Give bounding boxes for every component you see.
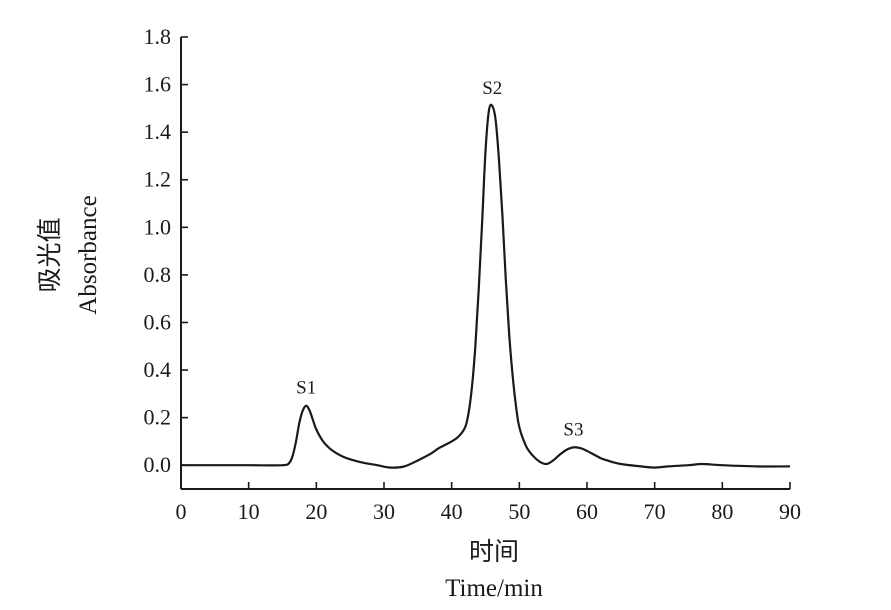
y-tick-label: 1.4: [144, 119, 172, 144]
tick-marks: [180, 36, 791, 489]
absorbance-curve: [180, 103, 791, 469]
peak-label-s3: S3: [563, 419, 583, 440]
y-tick-label: 0.6: [144, 309, 172, 334]
y-tick-label: 0.4: [144, 357, 172, 382]
y-tick-label: 1.8: [144, 24, 172, 49]
x-tick-label: 30: [373, 499, 395, 524]
x-axis-title-zh: 时间: [469, 538, 519, 566]
y-tick-label: 1.6: [144, 72, 172, 97]
peak-label-s2: S2: [482, 78, 502, 99]
y-axis-title-zh: 吸光值: [36, 217, 64, 292]
x-tick-label: 40: [441, 499, 463, 524]
y-tick-label: 1.0: [144, 214, 172, 239]
y-tick-label: 0.0: [144, 452, 172, 477]
x-tick-label: 70: [644, 499, 666, 524]
y-tick-label: 0.2: [144, 405, 172, 430]
y-axis-title-en: Absorbance: [75, 195, 102, 314]
y-tick-label: 1.2: [144, 167, 172, 192]
x-tick-label: 10: [238, 499, 260, 524]
peak-labels: S1 S2 S3: [296, 78, 583, 440]
peak-label-s1: S1: [296, 378, 316, 399]
x-tick-label: 90: [779, 499, 801, 524]
x-tick-label: 0: [176, 499, 187, 524]
x-tick-label: 20: [305, 499, 327, 524]
axes: [180, 37, 790, 490]
y-tick-label: 0.8: [144, 262, 172, 287]
tick-labels: 0 10 20 30 40 50 60 70 80 90 0.0 0.2 0.4 0.6 0.8 1.0 1.2…: [144, 24, 802, 524]
x-tick-label: 80: [711, 499, 733, 524]
x-tick-label: 50: [508, 499, 530, 524]
x-axis-title-en: Time/min: [445, 575, 543, 602]
x-tick-label: 60: [576, 499, 598, 524]
